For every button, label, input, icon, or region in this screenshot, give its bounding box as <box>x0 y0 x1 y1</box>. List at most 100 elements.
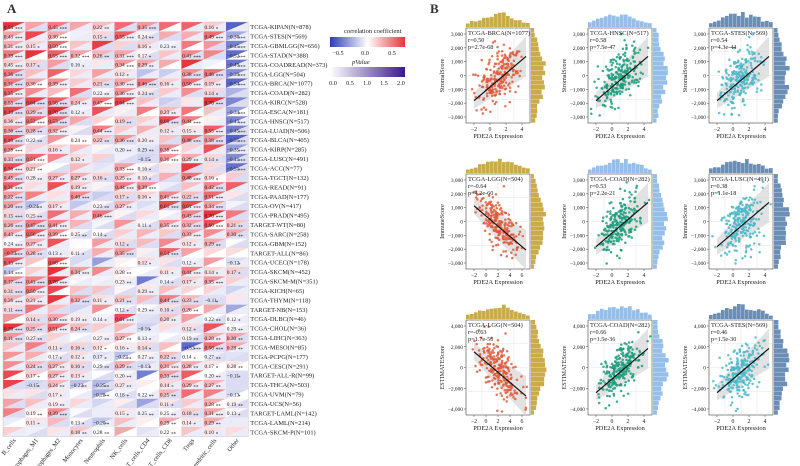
heatmap-cell-corr <box>25 379 48 390</box>
scatter-point <box>738 93 741 96</box>
heatmap-cell-corr <box>25 106 48 117</box>
scatter-point <box>743 103 746 107</box>
marginal-bar-x <box>620 14 624 27</box>
marginal-bar-x <box>486 309 490 319</box>
heatmap-cell-pvalue <box>181 229 204 239</box>
scatter-point <box>621 86 624 89</box>
heatmap-cell-pvalue <box>203 50 226 60</box>
marginal-bar-x <box>620 162 624 173</box>
heatmap-cell-corr <box>47 163 70 173</box>
marginal-bar-x <box>717 312 721 319</box>
marginal-bar-x <box>632 18 636 27</box>
scatter-point <box>614 236 617 239</box>
marginal-bar-y <box>653 396 661 401</box>
heatmap-cell-stars: ** <box>216 244 222 249</box>
heatmap-cell-stars: ** <box>127 386 133 391</box>
scatter-point <box>754 218 758 221</box>
heatmap-cell-pvalue <box>136 389 160 399</box>
heatmap-cell-pvalue <box>226 332 249 343</box>
heatmap-cell-corr <box>226 50 249 60</box>
marginal-bar-x <box>596 165 600 173</box>
marginal-bar-y <box>653 174 657 179</box>
heatmap-cell-value: 0.12 <box>93 345 103 351</box>
heatmap-cell-corr <box>226 266 249 277</box>
heatmap-cell-stars: *** <box>15 75 23 80</box>
heatmap-cell-corr <box>226 135 249 145</box>
scatter-point <box>613 242 616 246</box>
marginal-bar-y <box>774 226 786 231</box>
scatter-point <box>735 379 738 382</box>
marginal-bar-x <box>482 310 486 319</box>
heatmap-cell-pvalue <box>226 342 249 352</box>
heatmap-cell-value: 0.22 <box>26 138 36 144</box>
heatmap-cell-corr <box>181 427 204 437</box>
heatmap-cell-value: 0.44 <box>182 119 192 125</box>
scatter-point <box>621 82 624 85</box>
scatter-point <box>605 370 609 373</box>
marginal-bar-y <box>531 362 546 368</box>
scatter-point <box>616 91 619 94</box>
heatmap-cell-corr <box>69 417 93 428</box>
scatter-point <box>738 67 741 70</box>
legend-pvalue-tick: 2.0 <box>397 80 405 87</box>
heatmap-cell-corr <box>3 31 26 41</box>
scatter-point <box>494 357 498 361</box>
heatmap-cell-pvalue <box>203 285 226 296</box>
marginal-bar-y <box>774 51 784 57</box>
scatter-point <box>619 383 623 386</box>
heatmap-cell-pvalue <box>114 304 137 315</box>
heatmap-cell-value: 0.54 <box>160 251 170 257</box>
marginal-bar-y <box>774 61 786 66</box>
scatter-point <box>748 244 752 247</box>
heatmap-cell-stars: *** <box>127 141 135 146</box>
y-tick-label: −2,000 <box>448 247 463 253</box>
heatmap-cell-stars: ** <box>238 329 244 334</box>
heatmap-cell-corr <box>181 417 204 428</box>
y-tick-label: 1,000 <box>451 60 463 66</box>
scatter-point <box>621 197 625 201</box>
scatter-point <box>749 232 752 235</box>
heatmap-cell-pvalue <box>92 125 115 136</box>
scatter-point <box>518 74 521 78</box>
heatmap-cell-corr <box>203 417 226 428</box>
heatmap-cell-corr <box>25 238 48 249</box>
marginal-bar-y <box>531 113 537 118</box>
heatmap-cell-pvalue <box>181 69 204 79</box>
heatmap-cell-corr <box>159 248 182 258</box>
scatter-point <box>484 212 488 216</box>
b-cells-value: 0.54 <box>4 25 14 31</box>
marginal-bar-x <box>600 17 604 27</box>
scatter-point <box>494 204 498 207</box>
scatter-point <box>521 234 525 238</box>
heatmap-cell-stars: *** <box>238 46 246 51</box>
scatter-point <box>506 390 509 393</box>
scatter-point <box>496 339 500 342</box>
heatmap-cell-corr <box>25 153 48 164</box>
marginal-bar-y <box>774 80 785 85</box>
heatmap-cell-stars: * <box>216 94 219 99</box>
marginal-bar-y <box>531 37 538 42</box>
scatter-plot-5: TCGA-COAD(N=282)r=0.53p=2.2e-213,0002,00… <box>561 158 668 286</box>
scatter-point <box>606 394 609 398</box>
scatter-point <box>488 61 491 64</box>
heatmap-cell-value: 0.21 <box>26 166 36 172</box>
scatter-point <box>505 396 509 399</box>
scatter-point <box>614 356 617 359</box>
heatmap-cell-corr <box>114 276 137 286</box>
heatmap-cell-corr <box>226 351 249 362</box>
marginal-bar-x <box>522 22 526 27</box>
heatmap-cell-stars: *** <box>15 291 23 296</box>
heatmap-cell-pvalue <box>69 295 93 305</box>
scatter-point <box>509 233 513 236</box>
scatter-point <box>609 217 612 220</box>
marginal-bar-y <box>774 250 781 255</box>
scatter-point <box>730 112 733 116</box>
scatter-point <box>732 46 736 50</box>
scatter-point <box>604 362 608 365</box>
heatmap-cell-pvalue <box>47 229 70 239</box>
marginal-bar-y <box>653 254 659 260</box>
heatmap-cell-stars: * <box>127 197 130 202</box>
scatter-point <box>496 409 499 413</box>
heatmap-cell-pvalue <box>203 87 226 98</box>
heatmap-cell-corr <box>114 342 137 352</box>
